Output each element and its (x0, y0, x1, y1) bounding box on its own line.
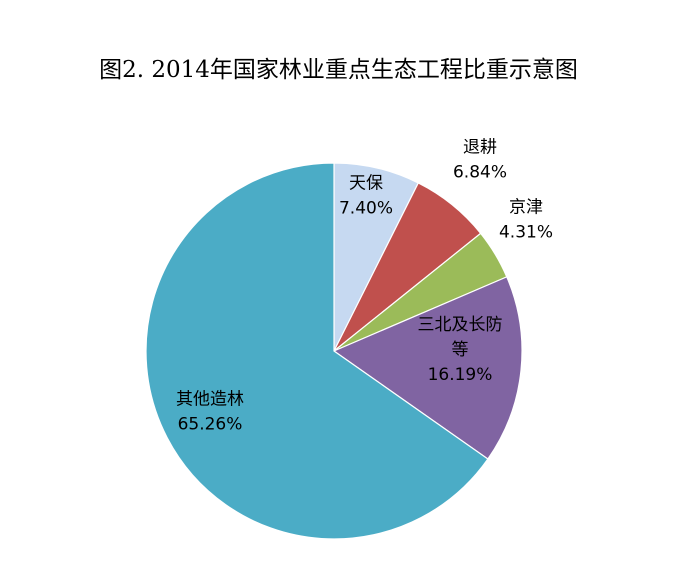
slice-2-label: 京津 (509, 198, 543, 218)
chart-title: 图2. 2014年国家林业重点生态工程比重示意图 (99, 57, 578, 83)
pie-slice-4 (145, 162, 489, 540)
pie-slices (145, 162, 523, 540)
slice-3-percent: 16.19% (428, 365, 493, 385)
slice-2-percent: 4.31% (499, 223, 553, 243)
slice-3-label: 三北及长防 (418, 315, 503, 335)
slice-0-label: 天保 (349, 174, 383, 194)
slice-4-percent: 65.26% (178, 415, 243, 435)
pie-slice-3 (332, 276, 523, 460)
slice-1-label: 退耕 (463, 138, 497, 158)
slice-4-label: 其他造林 (176, 390, 244, 410)
slice-0-percent: 7.40% (339, 199, 393, 219)
slice-3-label: 等 (452, 340, 469, 360)
slice-1-percent: 6.84% (453, 163, 507, 183)
